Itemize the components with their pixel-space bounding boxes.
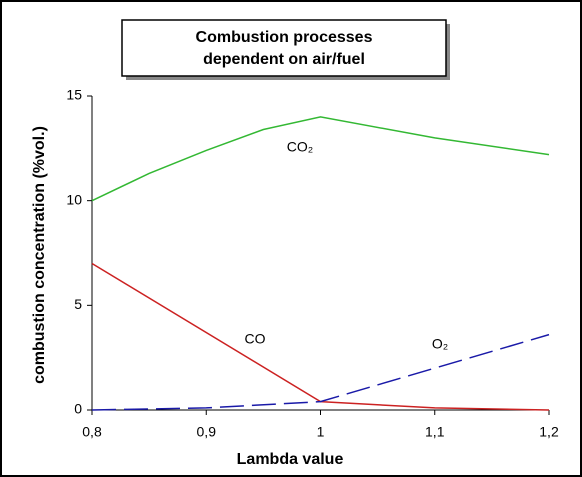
x-tick-label: 0,9 <box>197 424 217 440</box>
y-tick-label: 5 <box>74 296 82 312</box>
y-tick-label: 0 <box>74 401 82 417</box>
series-label: CO <box>245 331 266 347</box>
x-tick-label: 1,2 <box>539 424 559 440</box>
title-box <box>121 19 447 77</box>
series-line <box>91 262 550 411</box>
x-axis-label: Lambda value <box>237 451 344 468</box>
x-tick-label: 0,8 <box>82 424 102 440</box>
series-line <box>91 333 550 411</box>
y-tick-label: 10 <box>66 191 82 207</box>
chart-title: Combustion processes <box>196 29 373 46</box>
series-label: CO₂ <box>287 139 313 155</box>
x-tick-label: 1,1 <box>425 424 445 440</box>
x-tick-label: 1 <box>317 424 325 440</box>
series-line <box>91 116 550 202</box>
series-label: O₂ <box>432 336 448 352</box>
chart-title: dependent on air/fuel <box>203 51 365 68</box>
y-tick-label: 15 <box>66 87 82 103</box>
y-axis-label: combustion concentration (%vol.) <box>31 126 48 384</box>
